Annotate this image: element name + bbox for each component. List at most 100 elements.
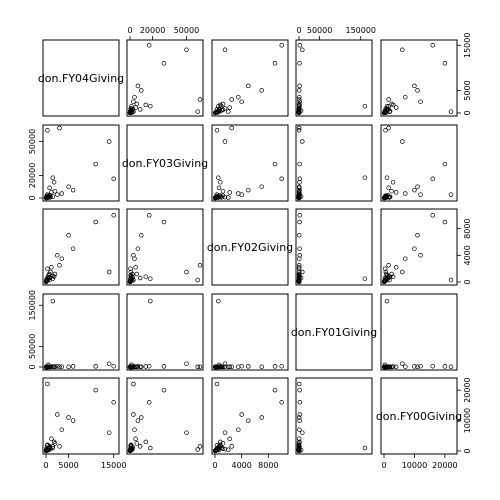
data-point (195, 447, 200, 452)
data-point (184, 361, 189, 366)
data-point (448, 109, 454, 114)
data-point (128, 277, 133, 283)
tick-label: 15000 (463, 33, 472, 58)
data-point (386, 125, 391, 131)
variable-label: don.FY03Giving (122, 157, 208, 170)
data-point (226, 447, 231, 453)
data-point (222, 361, 228, 366)
data-point (236, 364, 241, 369)
data-point (135, 83, 141, 89)
tick-label: 0 (463, 279, 472, 284)
data-point (296, 271, 302, 277)
data-point (57, 125, 62, 131)
data-point (384, 195, 389, 200)
data-point (129, 103, 134, 109)
tick-label: 20000 (463, 377, 472, 402)
tick-label: 4000 (463, 245, 472, 265)
data-point (220, 107, 226, 113)
data-point (430, 43, 435, 48)
data-point (239, 192, 244, 197)
data-point (227, 105, 232, 110)
data-point (279, 363, 284, 369)
data-point (214, 446, 220, 451)
data-point (297, 427, 302, 432)
data-point (297, 246, 302, 251)
data-point (384, 175, 390, 180)
data-point (412, 187, 417, 193)
data-point (296, 415, 302, 420)
data-point (184, 430, 189, 435)
data-point (59, 256, 65, 261)
panel-frame (380, 39, 458, 117)
data-point (146, 363, 152, 369)
panel-frame (211, 124, 289, 202)
data-point (93, 364, 98, 369)
data-point (412, 83, 417, 89)
data-point (272, 364, 278, 369)
data-point (139, 415, 144, 420)
data-point (393, 364, 399, 370)
data-point (133, 436, 138, 442)
data-point (148, 103, 153, 109)
data-point (218, 179, 223, 185)
data-point (47, 364, 52, 370)
data-point (220, 188, 226, 194)
data-point (400, 139, 405, 144)
data-point (148, 276, 153, 281)
data-point (135, 418, 141, 423)
data-point (430, 363, 435, 369)
data-point (300, 139, 305, 144)
data-point (161, 364, 167, 369)
data-point (220, 364, 226, 370)
data-point (47, 185, 52, 191)
data-point (52, 188, 58, 194)
data-point (448, 192, 454, 197)
data-point (66, 233, 71, 238)
data-point (297, 99, 303, 104)
data-point (297, 103, 302, 109)
panel-frame (295, 39, 373, 117)
data-point (214, 381, 220, 387)
tick-label: 8000 (463, 218, 472, 238)
data-point (128, 108, 133, 114)
data-point (161, 61, 167, 66)
data-point (135, 246, 141, 251)
tick-label: 15000 (101, 461, 126, 470)
data-point (70, 418, 76, 423)
data-point (50, 298, 56, 304)
data-point (70, 364, 76, 369)
data-point (131, 99, 136, 104)
tick-label: 0 (381, 461, 386, 470)
panel-frame (42, 208, 120, 286)
data-point (111, 213, 116, 218)
data-point (296, 88, 302, 93)
diagonal-panel-4 (295, 293, 373, 371)
data-point (246, 187, 251, 193)
data-point (50, 444, 56, 449)
data-point (45, 381, 50, 387)
data-point (403, 191, 408, 196)
data-point (139, 88, 144, 93)
data-point (297, 83, 302, 89)
data-point (418, 363, 423, 369)
data-point (296, 107, 302, 112)
data-point (128, 446, 133, 451)
data-point (218, 439, 223, 445)
data-point (362, 175, 368, 180)
data-point (297, 213, 303, 218)
data-point (50, 364, 56, 369)
data-point (132, 94, 137, 100)
data-point (66, 364, 71, 370)
data-point (137, 107, 143, 112)
data-point (128, 266, 133, 271)
data-point (51, 439, 57, 445)
data-point (216, 298, 221, 304)
data-point (246, 83, 251, 89)
data-point (134, 271, 140, 277)
data-point (106, 361, 112, 366)
data-point (50, 273, 56, 279)
data-point (106, 430, 112, 435)
tick-label: 4000 (231, 461, 251, 470)
data-point (226, 195, 231, 200)
panel-frame (211, 39, 289, 117)
